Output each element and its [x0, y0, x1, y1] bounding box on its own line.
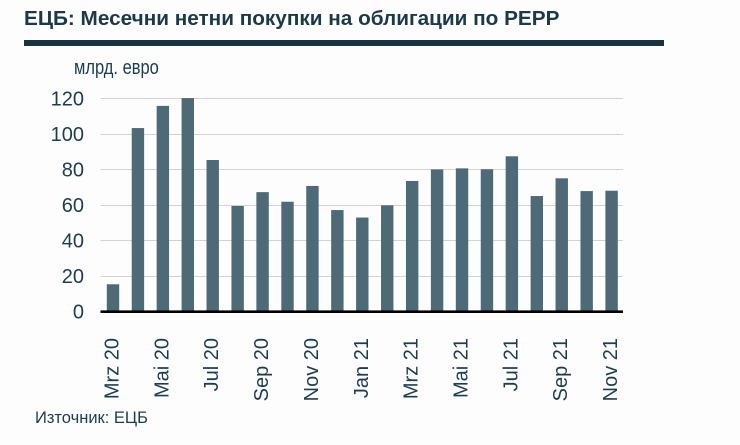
svg-text:Jul 20: Jul 20: [201, 338, 223, 391]
svg-text:Mrz 21: Mrz 21: [401, 338, 423, 399]
svg-text:Nov 21: Nov 21: [600, 338, 622, 401]
svg-text:100: 100: [51, 124, 84, 146]
svg-text:40: 40: [62, 231, 84, 253]
svg-text:60: 60: [62, 195, 84, 217]
svg-text:Mrz 20: Mrz 20: [102, 338, 124, 399]
svg-text:120: 120: [51, 89, 84, 111]
svg-text:Jul 21: Jul 21: [500, 338, 522, 391]
svg-text:Mai 20: Mai 20: [151, 338, 173, 398]
svg-text:Sep 20: Sep 20: [251, 338, 273, 401]
svg-text:0: 0: [73, 302, 84, 324]
svg-text:20: 20: [62, 266, 84, 288]
svg-text:Nov 20: Nov 20: [301, 338, 323, 401]
svg-text:Sep 21: Sep 21: [550, 338, 572, 401]
svg-text:Mai 21: Mai 21: [451, 338, 473, 398]
svg-text:Jan 21: Jan 21: [351, 338, 373, 398]
svg-text:80: 80: [62, 160, 84, 182]
